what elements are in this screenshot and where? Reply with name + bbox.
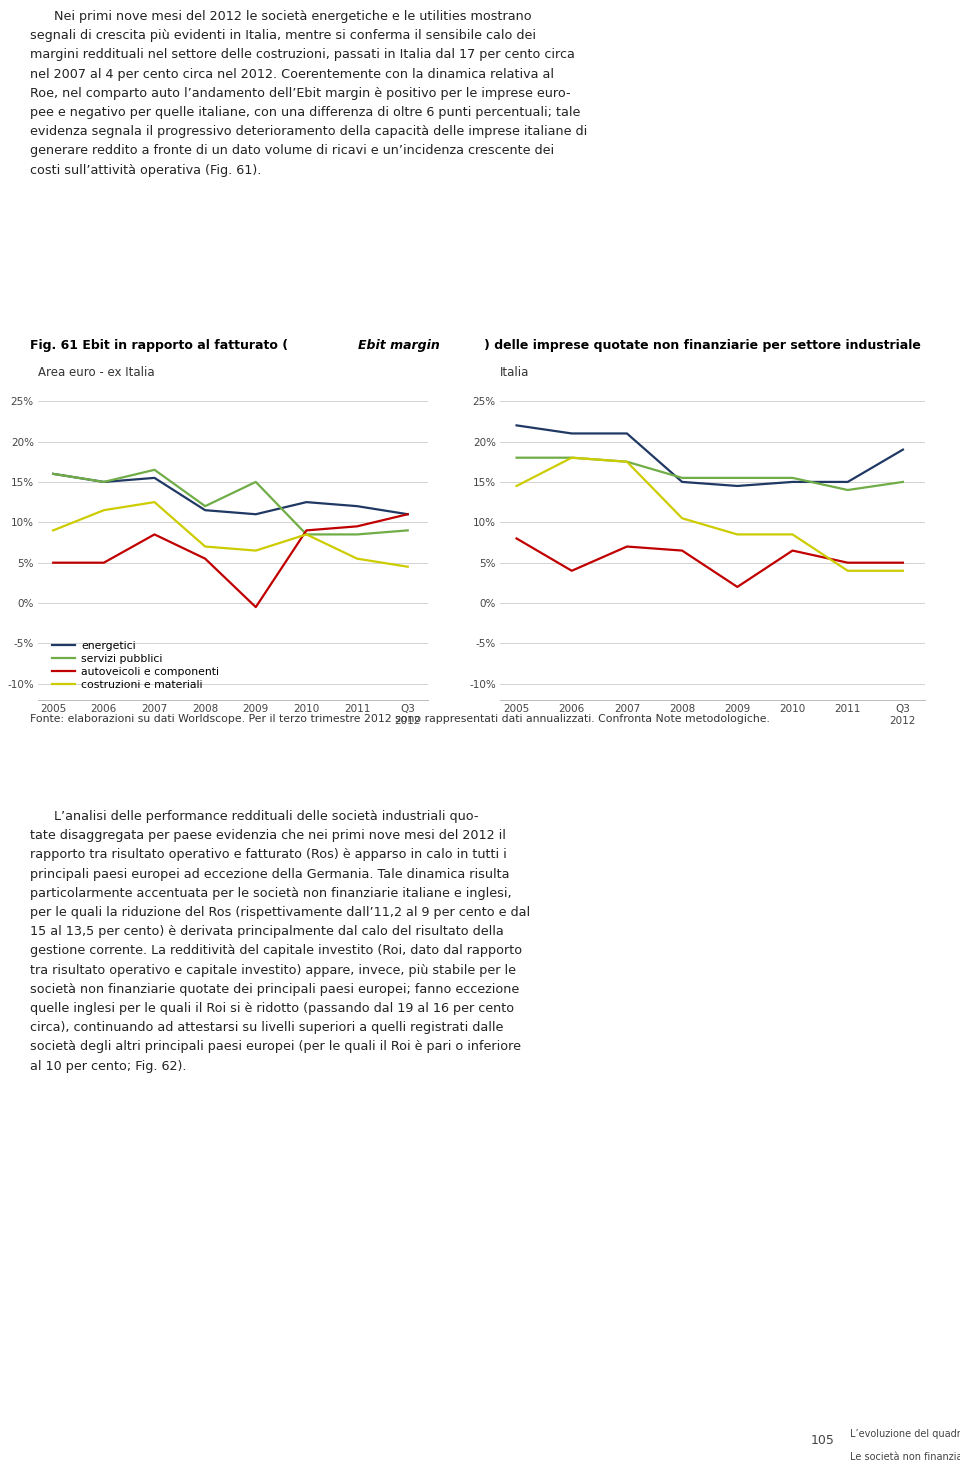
Text: Le società non finanziarie: Le società non finanziarie bbox=[850, 1452, 960, 1462]
Text: Area euro - ex Italia: Area euro - ex Italia bbox=[38, 366, 155, 379]
Text: Nei primi nove mesi del 2012 le società energetiche e le ​utilities​ mostrano
se: Nei primi nove mesi del 2012 le società … bbox=[30, 10, 588, 176]
Text: Fonte: elaborazioni su dati Worldscope. Per il terzo trimestre 2012 sono rappres: Fonte: elaborazioni su dati Worldscope. … bbox=[30, 713, 770, 724]
Text: Italia: Italia bbox=[500, 366, 529, 379]
Text: Fig. 61 Ebit in rapporto al fatturato (: Fig. 61 Ebit in rapporto al fatturato ( bbox=[30, 339, 288, 351]
Text: Ebit margin: Ebit margin bbox=[358, 339, 441, 351]
Legend: energetici, servizi pubblici, autoveicoli e componenti, costruzioni e materiali: energetici, servizi pubblici, autoveicol… bbox=[47, 636, 224, 694]
Text: 105: 105 bbox=[811, 1434, 835, 1447]
Text: ) delle imprese quotate non finanziarie per settore industriale: ) delle imprese quotate non finanziarie … bbox=[485, 339, 922, 351]
Text: L’analisi delle performance reddituali delle società industriali quo-
tate disag: L’analisi delle performance reddituali d… bbox=[30, 810, 530, 1073]
Text: L’evoluzione del quadro di riferimento: L’evoluzione del quadro di riferimento bbox=[850, 1430, 960, 1439]
